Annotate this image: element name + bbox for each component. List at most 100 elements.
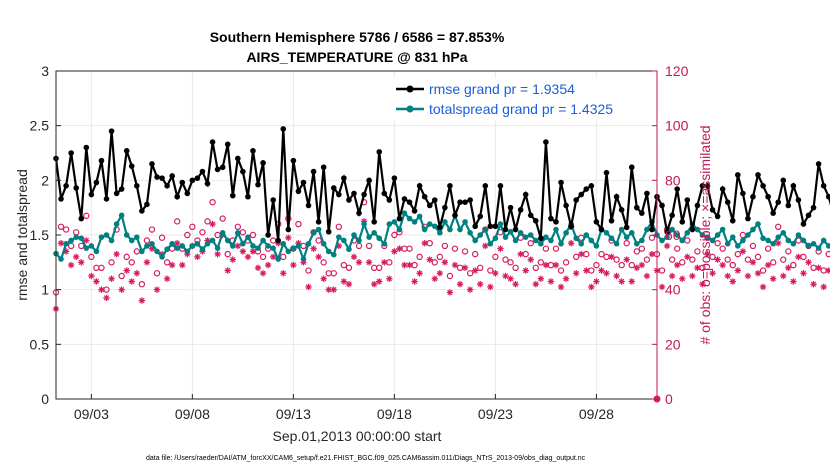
totalspread-point [447,226,453,233]
totalspread-point [659,237,665,244]
totalspread-point [199,246,206,253]
asterisk-stroke [725,273,731,279]
obs-assimilated-point [421,240,428,247]
obs-possible-point [749,242,757,250]
rmse-point [527,212,534,219]
rmse-point [179,179,186,186]
obs-assimilated-point [320,275,327,282]
obs-possible-point [436,253,444,261]
totalspread-point [376,235,383,242]
rmse-point [825,193,830,200]
rmse-point [184,190,191,197]
asterisk-stroke [664,243,670,249]
obs-possible-point [406,245,413,252]
asterisk-stroke [553,262,559,268]
obs-assimilated-point [416,270,423,277]
totalspread-point [88,243,95,249]
totalspread-point [361,221,367,227]
y-tick-label: 3 [41,63,49,79]
obs-assimilated-point [254,264,262,271]
asterisk-stroke [624,256,630,263]
obs-possible-point [305,267,312,274]
totalspread-point [532,237,539,244]
obs-possible-point [679,259,686,266]
obs-assimilated-point [739,248,747,255]
obs-possible-point [143,237,151,244]
obs-assimilated-point [537,275,545,282]
rmse-point [265,232,271,238]
rmse-point [532,217,539,224]
totalspread-point [174,245,181,251]
rmse-point [164,183,170,189]
obs-assimilated-point [699,281,706,288]
asterisk-stroke [270,254,276,260]
totalspread-point [664,234,670,240]
totalspread-point [139,248,145,255]
obs-assimilated-point [623,256,630,263]
obs-possible-point [593,261,600,269]
obs-assimilated-point [391,248,398,255]
rmse-point [538,235,544,242]
asterisk-stroke [386,276,392,282]
asterisk-stroke [568,240,574,246]
obs-possible-point [189,223,196,230]
totalspread-point [639,237,645,244]
totalspread-point [391,219,398,225]
totalspread-point [366,234,372,240]
obs-assimilated-point [471,267,479,274]
rmse-point [154,174,160,180]
obs-possible-point [441,242,449,250]
obs-assimilated-point [517,250,524,258]
totalspread-point [492,235,499,242]
totalspread-point [416,213,423,220]
asterisk-stroke [457,281,463,287]
asterisk-stroke [376,278,382,285]
obs-assimilated-point [209,220,216,228]
obs-possible-point [62,226,70,233]
legend-spread-label: totalspread grand pr = 1.4325 [429,101,613,117]
asterisk-stroke [351,254,357,260]
y-tick-label: 0.5 [30,336,50,352]
rmse-point [214,166,221,173]
obs-assimilated-point [143,259,151,266]
obs-assimilated-point [376,278,383,285]
obs-assimilated-point [103,294,110,302]
obs-assimilated-point [386,275,393,282]
obs-assimilated-point [244,253,252,261]
asterisk-stroke [477,281,483,287]
obs-assimilated-point [598,267,605,274]
totalspread-point [144,243,150,249]
obs-assimilated-point [88,272,95,280]
totalspread-point [411,219,418,225]
rmse-point [199,168,206,175]
totalspread-point [123,232,130,238]
totalspread-point [674,232,681,238]
totalspread-point [83,245,90,251]
obs-assimilated-point [229,256,236,263]
totalspread-point [270,245,276,251]
asterisk-stroke [321,276,327,282]
totalspread-point [487,240,494,247]
rmse-point [189,177,196,184]
totalspread-point [426,221,433,227]
asterisk-stroke [497,246,504,252]
obs-assimilated-point [401,261,408,269]
totalspread-point [669,226,675,233]
asterisk-stroke [462,265,468,271]
rmse-point [431,197,438,203]
obs-assimilated-point [133,270,141,277]
obs-possible-point [259,253,267,261]
obs-count-series [52,198,830,403]
rmse-point [310,168,317,175]
totalspread-point [623,234,630,240]
totalspread-point [320,240,327,247]
rmse-point [689,226,696,233]
totalspread-point [78,235,85,242]
asterisk-stroke [437,270,443,276]
obs-assimilated-point [704,250,711,258]
rmse-point [578,191,585,198]
asterisk-stroke [482,243,488,249]
chart-title-line1: Southern Hemisphere 5786 / 6586 = 87.853… [210,29,505,45]
obs-assimilated-point [578,250,585,258]
